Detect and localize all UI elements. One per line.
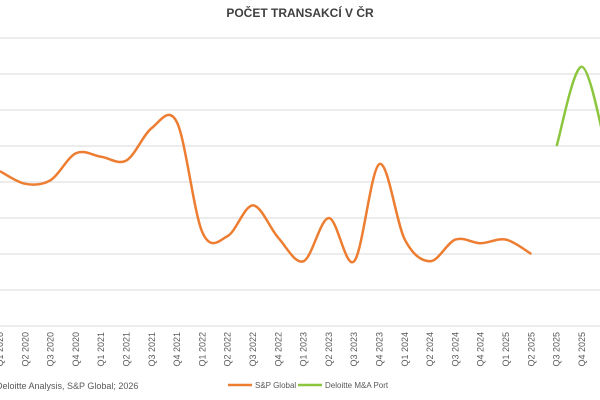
- x-tick-label: Q2 2020: [20, 332, 30, 367]
- legend-label: Deloitte M&A Port: [325, 381, 389, 390]
- x-tick-label: Q3 2020: [46, 332, 56, 367]
- x-tick-label: Q3 2022: [248, 332, 258, 367]
- x-tick-label: Q1 2020: [0, 332, 5, 367]
- x-tick-label: Q2 2022: [223, 332, 233, 367]
- x-tick-label: Q4 2023: [375, 332, 385, 367]
- x-tick-label: Q3 2025: [552, 332, 562, 367]
- x-tick-label: Q4 2020: [71, 332, 81, 367]
- x-tick-label: Q1 2025: [501, 332, 511, 367]
- x-tick-label: Q2 2021: [122, 332, 132, 367]
- x-tick-label: Q3 2021: [147, 332, 157, 367]
- x-tick-label: Q3 2023: [349, 332, 359, 367]
- x-tick-label: Q4 2021: [172, 332, 182, 367]
- x-tick-label: Q4 2024: [476, 332, 486, 367]
- x-tick-label: Q3 2024: [450, 332, 460, 367]
- series-line: [0, 113, 532, 264]
- x-tick-label: Q1 2024: [400, 332, 410, 367]
- x-tick-label: Q1 2021: [96, 332, 106, 367]
- chart-title: POČET TRANSAKCÍ V ČR: [226, 5, 374, 20]
- legend-label: S&P Global: [255, 381, 296, 390]
- x-tick-label: Q1 2022: [197, 332, 207, 367]
- x-tick-label: Q4 2025: [577, 332, 587, 367]
- series-line: [555, 65, 600, 147]
- x-tick-label: Q4 2022: [273, 332, 283, 367]
- x-tick-label: Q2 2024: [425, 332, 435, 367]
- source-note: Deloitte Analysis, S&P Global; 2026: [0, 381, 138, 391]
- x-tick-label: Q2 2023: [324, 332, 334, 367]
- x-tick-label: Q2 2025: [526, 332, 536, 367]
- x-tick-label: Q1 2023: [299, 332, 309, 367]
